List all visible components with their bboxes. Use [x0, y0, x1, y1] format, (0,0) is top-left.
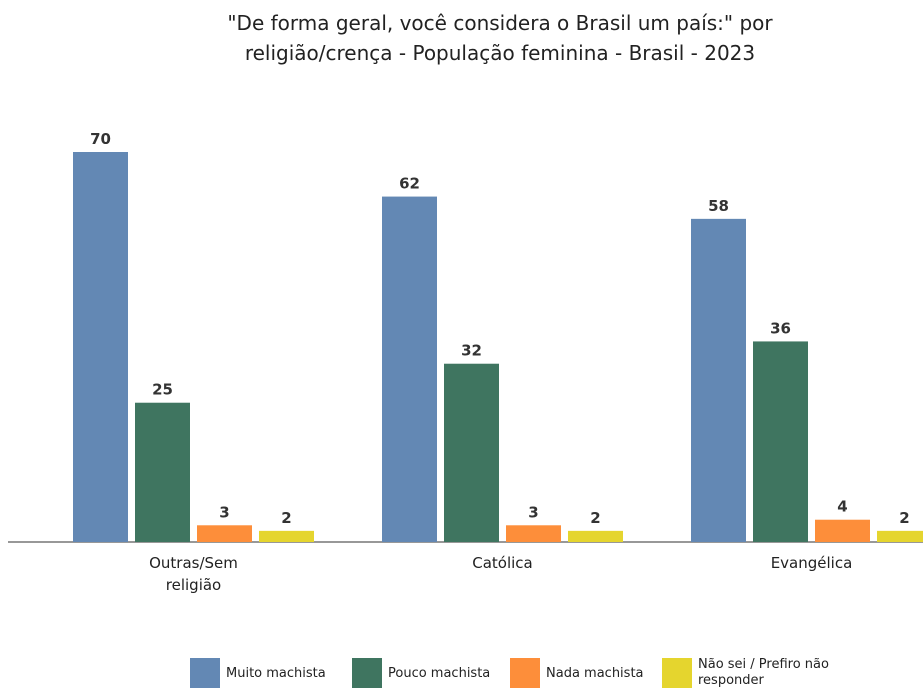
value-label: 2: [281, 509, 291, 527]
value-label: 32: [461, 342, 482, 360]
bar: [753, 341, 808, 542]
x-tick-label: Evangélica: [770, 554, 853, 572]
bar: [691, 218, 746, 542]
value-label: 62: [399, 175, 420, 193]
legend-label: Não sei / Prefiro não responder: [698, 657, 829, 688]
legend-swatch: [510, 658, 540, 688]
bar: [815, 519, 870, 542]
value-label: 4: [837, 498, 847, 516]
bar: [568, 530, 623, 542]
bar: [877, 530, 923, 542]
value-label: 25: [152, 381, 173, 399]
chart-title: "De forma geral, você considera o Brasil…: [227, 11, 773, 65]
value-label: 3: [219, 503, 229, 521]
bar: [259, 530, 314, 542]
legend-swatch: [662, 658, 692, 688]
bar: [382, 196, 437, 543]
legend-label: Nada machista: [546, 666, 644, 681]
value-label: 58: [708, 197, 729, 215]
legend-label: Muito machista: [226, 666, 326, 681]
bar: [444, 363, 499, 542]
bar: [135, 402, 190, 542]
value-label: 2: [899, 509, 909, 527]
value-label: 70: [90, 130, 111, 148]
value-label: 2: [590, 509, 600, 527]
value-label: 3: [528, 503, 538, 521]
bar: [506, 525, 561, 542]
bar: [197, 525, 252, 542]
x-tick-label: Católica: [472, 554, 533, 572]
legend-swatch: [190, 658, 220, 688]
bar: [73, 152, 128, 542]
legend-label: Pouco machista: [388, 666, 491, 681]
value-label: 36: [770, 319, 791, 337]
legend-swatch: [352, 658, 382, 688]
x-tick-label: Outras/Sem religião: [149, 554, 238, 594]
